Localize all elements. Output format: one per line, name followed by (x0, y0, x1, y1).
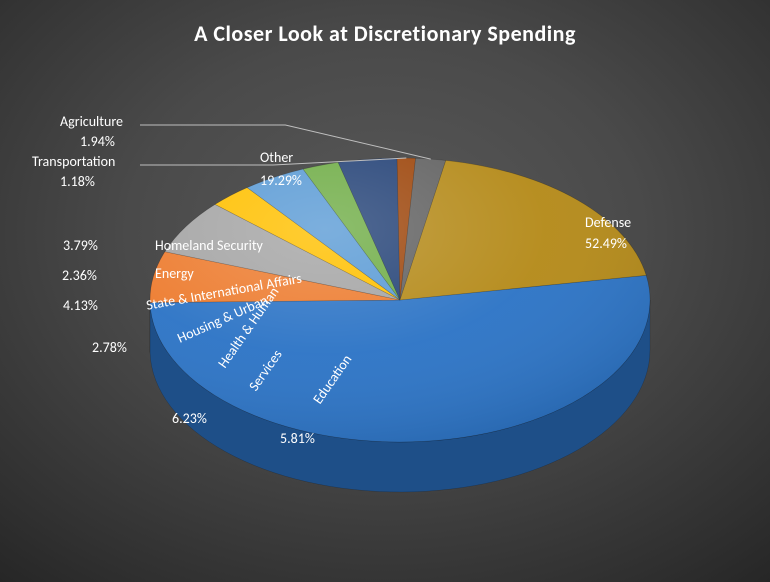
slice-label-homeland-security: Homeland Security (155, 238, 263, 254)
slice-label-transportation: Transportation (32, 154, 115, 170)
slice-label-energy: Energy (155, 266, 194, 282)
slice-percent-state-international-affairs: 4.13% (63, 298, 98, 314)
chart-frame: A Closer Look at Discretionary Spending … (0, 0, 770, 582)
chart-title: A Closer Look at Discretionary Spending (0, 20, 770, 47)
pie-svg (0, 60, 770, 570)
slice-percent-energy: 2.36% (62, 268, 97, 284)
slice-percent-health-human-services: 6.23% (172, 411, 207, 427)
slice-label-agriculture: Agriculture (60, 114, 123, 130)
slice-percent-other: 19.29% (260, 173, 302, 189)
slice-percent-transportation: 1.18% (60, 174, 95, 190)
slice-label-other: Other (260, 150, 293, 166)
slice-label-defense: Defense (585, 215, 631, 231)
slice-percent-homeland-security: 3.79% (63, 238, 98, 254)
slice-percent-agriculture: 1.94% (80, 134, 115, 150)
slice-percent-education: 5.81% (280, 431, 315, 447)
pie-chart: Defense52.49%Education5.81%Health & Huma… (0, 60, 770, 570)
slice-percent-housing-urban: 2.78% (92, 340, 127, 356)
slice-percent-defense: 52.49% (585, 236, 627, 252)
